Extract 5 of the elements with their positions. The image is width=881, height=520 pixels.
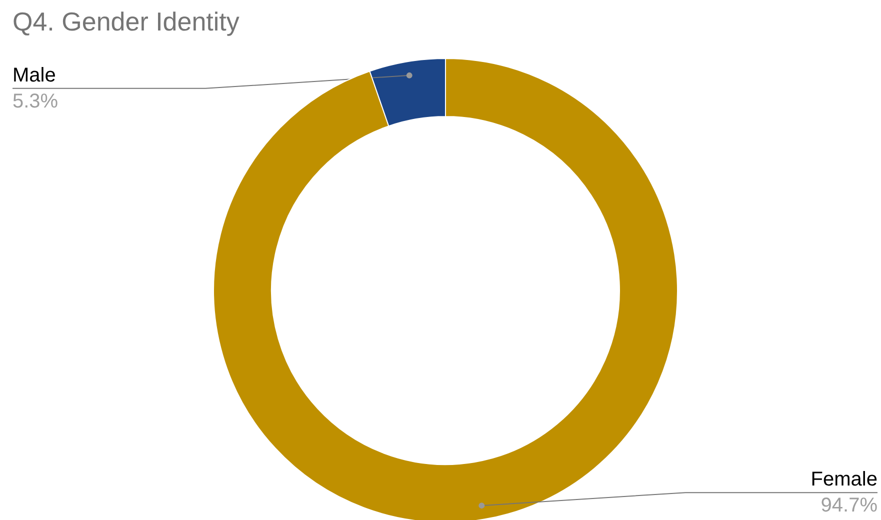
- chart-title: Q4. Gender Identity: [12, 6, 240, 36]
- slice-label: Female: [810, 468, 878, 491]
- slice-label: Male: [12, 64, 56, 86]
- data-label: 94.7%: [820, 494, 878, 517]
- data-label: 5.3%: [12, 90, 58, 112]
